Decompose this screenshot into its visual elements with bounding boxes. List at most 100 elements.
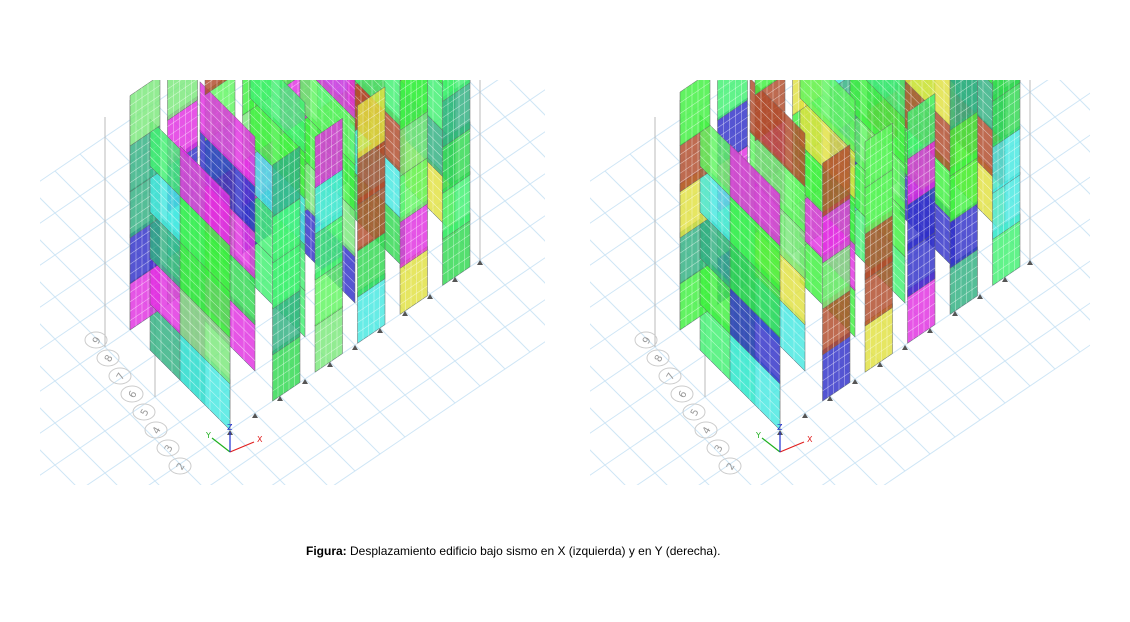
mesh-line [905,0,935,11]
mesh-line [830,41,860,61]
mesh-line [272,352,301,372]
support [902,345,908,350]
mesh-line [907,201,936,221]
mesh-line [400,23,455,78]
mesh-line [992,223,1021,244]
mesh-line [905,33,935,53]
mesh-line [949,256,978,276]
mesh-line [335,80,356,100]
mesh-line [793,56,823,76]
mesh-line [950,0,1005,42]
wall-panel [729,143,781,247]
mesh-line [399,91,428,111]
mesh-line [679,103,711,125]
grid-bubble [706,439,730,457]
mesh-line [717,80,734,91]
mesh-line [314,240,343,260]
mesh-line [949,171,978,191]
mesh-line [399,285,428,305]
mesh-line [261,80,306,124]
mesh-line [179,165,231,217]
mesh-line [900,11,955,66]
mesh-line [442,108,471,128]
mesh-line [868,14,898,34]
mesh-line [907,221,936,242]
mesh-line [992,87,1021,107]
mesh-line [446,80,456,88]
wall-panel [442,80,471,102]
mesh-line [864,159,893,180]
mesh-line [793,38,823,58]
mesh-line [849,100,906,156]
mesh-line [868,4,898,24]
mesh-line [442,80,445,82]
mesh-line [179,249,231,301]
mesh-line [992,118,1021,138]
mesh-line [830,2,860,22]
mesh-line [996,80,1006,88]
grid-bubble [634,331,658,349]
mesh-line [749,138,806,195]
support [852,379,858,384]
grid-bubble [682,403,706,421]
mesh-line [314,205,343,225]
mesh-line [907,156,936,177]
mesh-line [442,200,471,220]
grid-bubble-label: 8 [653,353,666,364]
mesh-line [864,313,893,333]
mesh-line [442,245,471,265]
mesh-line [993,43,1021,62]
mesh-line [204,80,213,86]
mesh-line [749,88,806,145]
mesh-line [864,343,893,363]
mesh-line [822,372,851,392]
mesh-line [400,0,455,23]
mesh-line [949,210,978,230]
mesh-line [355,55,385,75]
mesh-line [325,80,356,110]
mesh-line [822,247,851,268]
mesh-line [864,219,893,239]
mesh-line [822,258,851,278]
wall-panel [167,80,198,121]
mesh-line [729,185,781,236]
caption: Figura: Desplazamiento edificio bajo sis… [306,544,720,558]
mesh-line [900,0,955,46]
mesh-line [179,278,231,329]
mesh-line [350,12,405,67]
model-view: 2 3 4 5 6 7 8 9 X Y Z [40,0,545,485]
grid-bubble [646,349,670,367]
mesh-line [272,187,301,207]
mesh-line [357,283,386,303]
floor-grid-line [333,341,545,485]
mesh-line [272,307,301,327]
mesh-line [950,0,1005,13]
mesh-line [243,17,273,37]
mesh-line [399,239,428,259]
mesh-line [251,80,306,134]
mesh-line [907,121,936,141]
mesh-line [399,175,428,195]
grid-bubble-label: 3 [713,443,726,454]
mesh-line [442,163,471,184]
mesh-line [179,359,231,411]
mesh-line [992,181,1021,201]
mesh-line [355,0,385,20]
mesh-line [857,80,906,128]
mesh-line [243,54,273,74]
mesh-line [442,180,471,201]
mesh-line [822,279,851,299]
mesh-line [179,223,231,274]
mesh-line [799,87,856,143]
mesh-line [272,166,301,187]
mesh-line [272,372,301,392]
mesh-line [949,230,978,250]
mesh-line [357,303,386,323]
mesh-line [280,14,310,34]
mesh-line [357,222,386,242]
mesh-line [729,295,781,347]
mesh-line [907,303,936,323]
mesh-line [314,296,343,317]
mesh-line [867,80,871,82]
